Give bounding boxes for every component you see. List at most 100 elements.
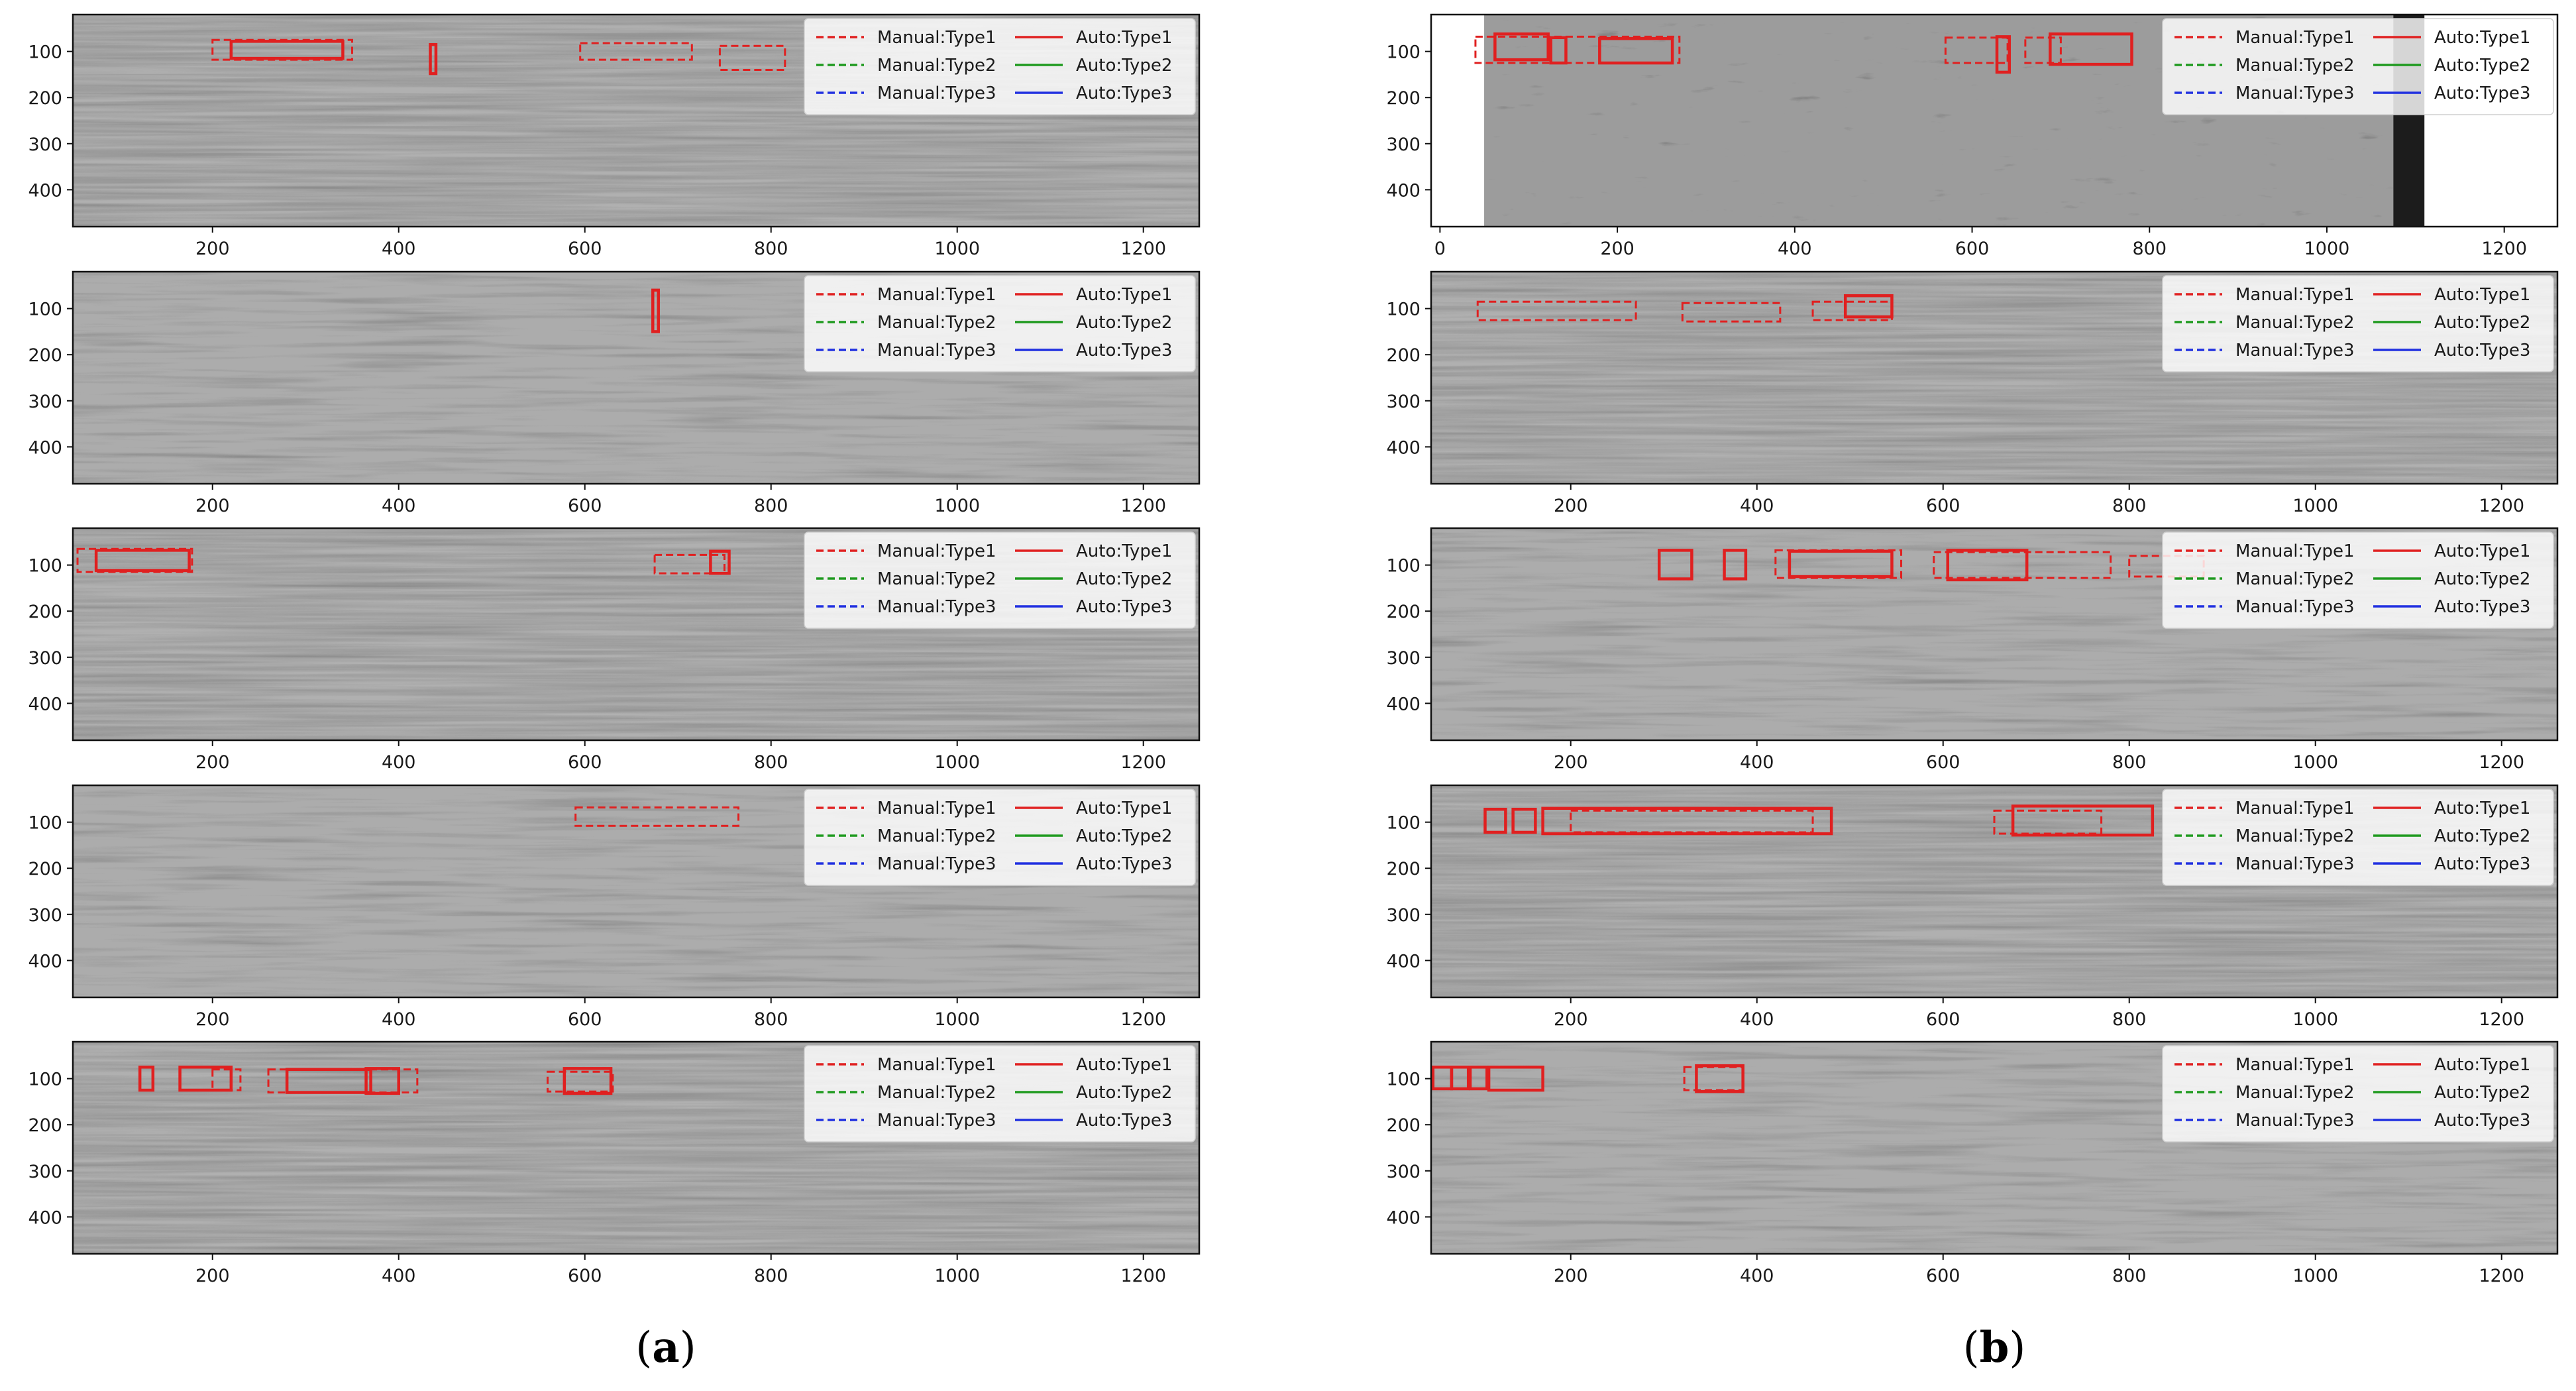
panel-a1-legend-box: [804, 18, 1196, 115]
panel-b5-auto-box-3: [1468, 1066, 1489, 1091]
panel-a3-legend-label: Manual:Type1: [877, 541, 996, 561]
panel-a3: 200 400 600 800 1000 1200 100 200 300 400 Manual:T…: [28, 527, 1201, 773]
panel-a5-x-tick-label: 1200: [1120, 1266, 1166, 1286]
panel-b5-x-tick-label: 400: [1740, 1266, 1774, 1286]
panel-a4: 200 400 600 800 1000 1200 100 200 300 400 Manual:T…: [28, 784, 1201, 1030]
panel-a1-legend-label: Manual:Type1: [877, 28, 996, 48]
panel-a2-legend: Manual:Type1 Manual:Type2 Manual:Type3 Auto…: [804, 275, 1196, 372]
caption-a: (a): [635, 1323, 696, 1372]
panel-a1-y-tick-label: 100: [28, 42, 62, 63]
panel-b1-legend: Manual:Type1 Manual:Type2 Manual:Type3 Auto…: [2162, 18, 2554, 115]
panel-a5-legend-label: Auto:Type3: [1076, 1111, 1172, 1131]
panel-a5-y-tick-label: 400: [28, 1207, 62, 1228]
panel-b4-legend: Manual:Type1 Manual:Type2 Manual:Type3 Auto…: [2162, 789, 2554, 886]
panel-b4-x-tick-label: 200: [1554, 1009, 1588, 1030]
panel-a1-x-tick-label: 400: [382, 239, 416, 259]
panel-a2-y-tick-label: 300: [28, 392, 62, 412]
captions-layer: (a) (b): [635, 1323, 2025, 1372]
panel-a5-x-tick-label: 1000: [934, 1266, 980, 1286]
panel-b3-auto-box-4: [1788, 549, 1894, 579]
panel-b4: 200 400 600 800 1000 1200 100 200 300 400 Manual:T…: [1386, 784, 2559, 1030]
panel-b4-x-tick-label: 600: [1926, 1009, 1960, 1030]
panel-b4-legend-label: Manual:Type1: [2235, 799, 2355, 818]
panel-b1-manual-box-5: [1944, 36, 2009, 64]
panel-b3-legend: Manual:Type1 Manual:Type2 Manual:Type3 Auto…: [2162, 531, 2554, 629]
panel-b1-auto-box-6: [1995, 35, 2012, 74]
panel-b1-x-tick-label: 1200: [2481, 239, 2527, 259]
panel-a4-legend-label: Manual:Type3: [877, 854, 996, 874]
panel-b4-auto-box-1: [1483, 807, 1507, 834]
panel-b2-manual-box-3: [1811, 300, 1893, 321]
panel-a4-legend-box: [804, 789, 1196, 886]
panel-b2: 200 400 600 800 1000 1200 100 200 300 400 Manual:T…: [1386, 270, 2559, 516]
panel-a1-x-tick-label: 800: [754, 239, 788, 259]
panel-b5-y-tick-label: 200: [1386, 1115, 1421, 1136]
panel-b3-x-tick-label: 600: [1926, 752, 1960, 773]
panel-b2-x-tick-label: 1200: [2479, 496, 2524, 516]
panel-a3-manual-box-3: [653, 553, 725, 575]
panel-a5-manual-box-7: [547, 1070, 614, 1093]
panel-a4-legend-label: Manual:Type2: [877, 826, 996, 846]
panel-b3-legend-label: Auto:Type2: [2434, 569, 2530, 589]
panel-a5-legend-label: Manual:Type2: [877, 1083, 996, 1103]
panel-a2: 200 400 600 800 1000 1200 100 200 300 400 Manual:T…: [28, 270, 1201, 516]
panel-b1-y-tick-label: 300: [1386, 135, 1421, 155]
panel-a5-y-tick-label: 300: [28, 1162, 62, 1182]
panel-a2-y-tick-label: 200: [28, 345, 62, 366]
panel-b1-manual-box-1: [1474, 35, 1681, 64]
panel-b1-x-tick-label: 400: [1778, 239, 1812, 259]
panel-b2-y-tick-label: 400: [1386, 437, 1421, 458]
panel-b3: 200 400 600 800 1000 1200 100 200 300 400 Manual:T…: [1386, 527, 2559, 773]
panel-b1-x-tick-label: 1000: [2304, 239, 2350, 259]
panel-a5-x-tick-label: 200: [195, 1266, 230, 1286]
panel-b3-legend-label: Auto:Type1: [2434, 541, 2530, 561]
panel-a1-x-tick-label: 1000: [934, 239, 980, 259]
panel-a1-auto-box-2: [229, 40, 345, 60]
panel-a4-legend-label: Manual:Type1: [877, 799, 996, 818]
panel-b2-x-tick-label: 800: [2112, 496, 2147, 516]
panel-b4-auto-box-2: [1511, 807, 1537, 834]
panel-b4-y-tick-label: 300: [1386, 905, 1421, 926]
panel-a2-y-tick-label: 400: [28, 437, 62, 458]
panel-a1-legend-label: Auto:Type2: [1076, 56, 1172, 76]
panel-a1-legend-label: Manual:Type3: [877, 83, 996, 103]
panel-b5: 200 400 600 800 1000 1200 100 200 300 400 Manual:T…: [1386, 1040, 2559, 1286]
panel-b3-y-tick-label: 200: [1386, 602, 1421, 622]
panel-b3-auto-box-2: [1723, 549, 1748, 581]
panel-a1-y-tick-label: 300: [28, 135, 62, 155]
panel-b4-legend-label: Manual:Type3: [2235, 854, 2355, 874]
panel-a3-legend-label: Manual:Type2: [877, 569, 996, 589]
panel-b5-legend-label: Auto:Type1: [2434, 1055, 2530, 1075]
panel-b5-legend-label: Auto:Type3: [2434, 1111, 2530, 1131]
panel-a3-legend-box: [804, 531, 1196, 629]
panel-a4-x-tick-label: 400: [382, 1009, 416, 1030]
panel-a3-x-tick-label: 1000: [934, 752, 980, 773]
panel-a5-auto-box-6: [364, 1067, 400, 1095]
panel-b5-y-tick-label: 300: [1386, 1162, 1421, 1182]
panel-a2-y-tick-label: 100: [28, 300, 62, 320]
panel-a4-legend: Manual:Type1 Manual:Type2 Manual:Type3 Auto…: [804, 789, 1196, 886]
panel-a2-auto-box-1: [651, 288, 660, 333]
panel-a4-legend-label: Auto:Type3: [1076, 854, 1172, 874]
panel-a1-y-tick-label: 200: [28, 88, 62, 109]
panel-b1-auto-box-3: [1549, 36, 1568, 65]
panel-b2-auto-box-4: [1843, 294, 1894, 319]
panel-b2-x-tick-label: 1000: [2292, 496, 2338, 516]
panel-a4-y-tick-label: 300: [28, 905, 62, 926]
panel-b5-y-tick-label: 400: [1386, 1207, 1421, 1228]
panel-a2-legend-label: Auto:Type1: [1076, 285, 1172, 305]
panel-a1-x-tick-label: 600: [568, 239, 602, 259]
panel-a4-x-tick-label: 800: [754, 1009, 788, 1030]
panel-b2-x-tick-label: 400: [1740, 496, 1774, 516]
panel-a5-frame: [72, 1040, 1201, 1255]
panel-a5-x-tick-label: 400: [382, 1266, 416, 1286]
panel-b4-auto-box-3: [1541, 807, 1833, 836]
panel-a5-x-tick-label: 600: [568, 1266, 602, 1286]
panel-a3-legend-label: Manual:Type3: [877, 597, 996, 617]
panel-b4-x-tick-label: 1000: [2292, 1009, 2338, 1030]
panel-a4-legend-label: Auto:Type2: [1076, 826, 1172, 846]
panel-b2-legend-label: Manual:Type3: [2235, 341, 2355, 361]
caption-b: (b): [1963, 1323, 2026, 1372]
panel-a1-y-tick-label: 400: [28, 180, 62, 201]
